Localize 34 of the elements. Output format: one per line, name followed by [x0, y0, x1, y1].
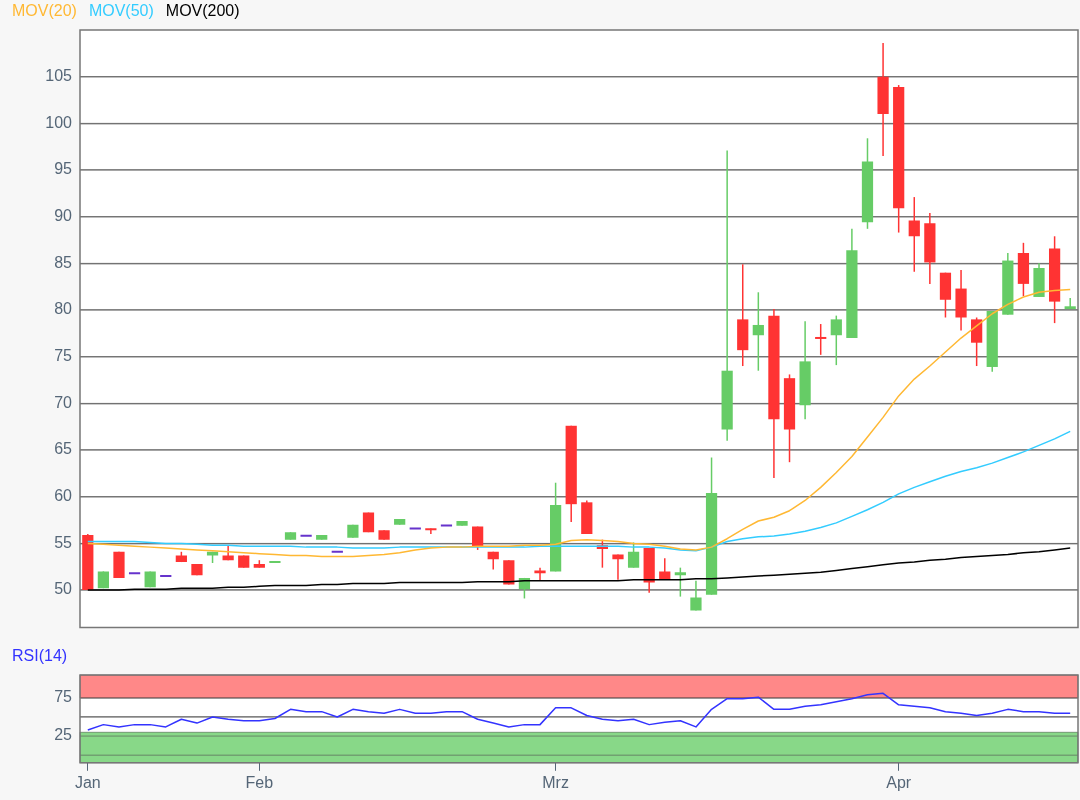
candlestick: [612, 553, 624, 581]
y-tick-label: 85: [54, 253, 73, 271]
text: MOV(50): [88, 2, 154, 20]
x-tick-label: Jan: [74, 773, 101, 791]
y-tick-label: 65: [54, 440, 73, 458]
y-tick-label: 90: [54, 207, 73, 225]
candlestick: [1064, 297, 1076, 310]
y-tick-label: 55: [54, 533, 73, 551]
candlestick: [627, 541, 640, 569]
y-tick-label: 50: [54, 580, 73, 598]
candlestick: [425, 527, 437, 535]
x-tick-label: Feb: [245, 773, 274, 791]
candlestick: [815, 323, 827, 356]
y-tick-label: 60: [54, 487, 73, 505]
text: MOV(20): [12, 2, 77, 20]
candlestick: [674, 566, 686, 598]
y-tick-label: 25: [54, 726, 73, 744]
candlestick: [534, 566, 546, 582]
candlestick: [908, 196, 920, 273]
y-tick-label: 100: [45, 113, 73, 131]
y-tick-label: 80: [54, 300, 73, 318]
candlestick: [690, 579, 702, 612]
text: RSI(14): [12, 647, 68, 665]
y-tick-label: 95: [54, 160, 73, 178]
candlestick: [830, 314, 842, 366]
y-tick-label: 105: [45, 67, 73, 85]
y-tick-label: 75: [54, 347, 73, 365]
x-tick-label: Apr: [886, 773, 912, 791]
text: MOV(200): [165, 2, 240, 20]
candlestick: [971, 316, 983, 367]
y-tick-label: 70: [54, 393, 73, 411]
y-tick-label: 75: [54, 688, 73, 706]
candlestick: [752, 291, 764, 372]
x-tick-label: Mrz: [542, 773, 569, 791]
